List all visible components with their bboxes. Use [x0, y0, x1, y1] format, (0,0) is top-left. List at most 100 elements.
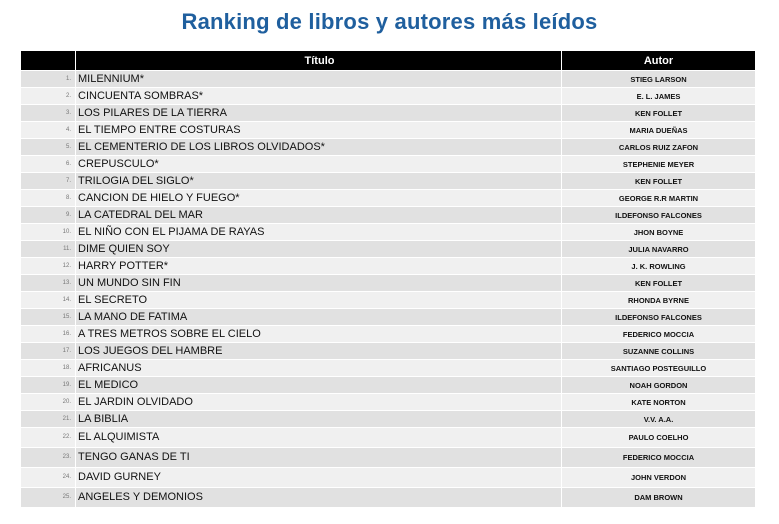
- book-author: RHONDA BYRNE: [561, 291, 756, 309]
- book-author: ILDEFONSO FALCONES: [561, 206, 756, 224]
- table-row: 3. LOS PILARES DE LA TIERRA KEN FOLLET: [20, 104, 756, 122]
- book-title: EL MEDICO: [75, 376, 562, 394]
- table-row: 15. LA MANO DE FATIMA ILDEFONSO FALCONES: [20, 308, 756, 326]
- rank-number: 10.: [20, 223, 76, 241]
- rank-number: 25.: [20, 487, 76, 508]
- rank-number: 5.: [20, 138, 76, 156]
- rank-number: 23.: [20, 447, 76, 468]
- book-author: E. L. JAMES: [561, 87, 756, 105]
- book-title: EL SECRETO: [75, 291, 562, 309]
- rank-number: 14.: [20, 291, 76, 309]
- book-author: FEDERICO MOCCIA: [561, 447, 756, 468]
- rank-number: 19.: [20, 376, 76, 394]
- book-title: DIME QUIEN SOY: [75, 240, 562, 258]
- rank-number: 2.: [20, 87, 76, 105]
- book-author: DAM BROWN: [561, 487, 756, 508]
- table-row: 19. EL MEDICO NOAH GORDON: [20, 376, 756, 394]
- book-author: KATE NORTON: [561, 393, 756, 411]
- table-row: 6. CREPUSCULO* STEPHENIE MEYER: [20, 155, 756, 173]
- book-author: CARLOS RUIZ ZAFON: [561, 138, 756, 156]
- rank-number: 18.: [20, 359, 76, 377]
- book-author: JHON BOYNE: [561, 223, 756, 241]
- rank-number: 7.: [20, 172, 76, 190]
- rank-number: 20.: [20, 393, 76, 411]
- table-row: 24. DAVID GURNEY JOHN VERDON: [20, 467, 756, 488]
- book-author: KEN FOLLET: [561, 172, 756, 190]
- table-row: 18. AFRICANUS SANTIAGO POSTEGUILLO: [20, 359, 756, 377]
- rank-number: 12.: [20, 257, 76, 275]
- book-title: CINCUENTA SOMBRAS*: [75, 87, 562, 105]
- book-title: EL NIÑO CON EL PIJAMA DE RAYAS: [75, 223, 562, 241]
- book-title: TENGO GANAS DE TI: [75, 447, 562, 468]
- ranking-table: Título Autor 1. MILENNIUM* STIEG LARSON 2. C…: [20, 50, 756, 508]
- table-row: 11. DIME QUIEN SOY JULIA NAVARRO: [20, 240, 756, 258]
- book-author: PAULO COELHO: [561, 427, 756, 448]
- table-row: 2. CINCUENTA SOMBRAS* E. L. JAMES: [20, 87, 756, 105]
- book-author: KEN FOLLET: [561, 274, 756, 292]
- book-title: LOS PILARES DE LA TIERRA: [75, 104, 562, 122]
- book-title: EL JARDIN OLVIDADO: [75, 393, 562, 411]
- table-row: 20. EL JARDIN OLVIDADO KATE NORTON: [20, 393, 756, 411]
- book-title: CREPUSCULO*: [75, 155, 562, 173]
- rank-number: 22.: [20, 427, 76, 448]
- table-row: 9. LA CATEDRAL DEL MAR ILDEFONSO FALCONES: [20, 206, 756, 224]
- rank-number: 21.: [20, 410, 76, 428]
- book-author: ILDEFONSO FALCONES: [561, 308, 756, 326]
- table-row: 13. UN MUNDO SIN FIN KEN FOLLET: [20, 274, 756, 292]
- header-titulo: Título: [75, 50, 562, 71]
- book-title: AFRICANUS: [75, 359, 562, 377]
- rank-number: 11.: [20, 240, 76, 258]
- table-row: 1. MILENNIUM* STIEG LARSON: [20, 70, 756, 88]
- book-author: NOAH GORDON: [561, 376, 756, 394]
- rank-number: 9.: [20, 206, 76, 224]
- table-row: 21. LA BIBLIA V.V. A.A.: [20, 410, 756, 428]
- rank-number: 16.: [20, 325, 76, 343]
- rank-number: 24.: [20, 467, 76, 488]
- book-author: SUZANNE COLLINS: [561, 342, 756, 360]
- book-title: MILENNIUM*: [75, 70, 562, 88]
- header-num: [20, 50, 76, 71]
- book-title: A TRES METROS SOBRE EL CIELO: [75, 325, 562, 343]
- book-title: DAVID GURNEY: [75, 467, 562, 488]
- book-author: STEPHENIE MEYER: [561, 155, 756, 173]
- table-row: 17. LOS JUEGOS DEL HAMBRE SUZANNE COLLINS: [20, 342, 756, 360]
- book-author: JOHN VERDON: [561, 467, 756, 488]
- rank-number: 8.: [20, 189, 76, 207]
- rank-number: 1.: [20, 70, 76, 88]
- page-title: Ranking de libros y autores más leídos: [181, 9, 598, 34]
- book-title: ANGELES Y DEMONIOS: [75, 487, 562, 508]
- book-author: STIEG LARSON: [561, 70, 756, 88]
- rank-number: 15.: [20, 308, 76, 326]
- book-author: SANTIAGO POSTEGUILLO: [561, 359, 756, 377]
- rank-number: 13.: [20, 274, 76, 292]
- rank-number: 4.: [20, 121, 76, 139]
- table-row: 5. EL CEMENTERIO DE LOS LIBROS OLVIDADOS*…: [20, 138, 756, 156]
- book-title: EL TIEMPO ENTRE COSTURAS: [75, 121, 562, 139]
- table-row: 16. A TRES METROS SOBRE EL CIELO FEDERICO …: [20, 325, 756, 343]
- book-title: UN MUNDO SIN FIN: [75, 274, 562, 292]
- book-author: J. K. ROWLING: [561, 257, 756, 275]
- book-title: LA MANO DE FATIMA: [75, 308, 562, 326]
- book-author: KEN FOLLET: [561, 104, 756, 122]
- book-title: LA BIBLIA: [75, 410, 562, 428]
- book-title: TRILOGIA DEL SIGLO*: [75, 172, 562, 190]
- rank-number: 17.: [20, 342, 76, 360]
- rank-number: 6.: [20, 155, 76, 173]
- table-row: 23. TENGO GANAS DE TI FEDERICO MOCCIA: [20, 447, 756, 468]
- table-row: 12. HARRY POTTER* J. K. ROWLING: [20, 257, 756, 275]
- table-row: 10. EL NIÑO CON EL PIJAMA DE RAYAS JHON BO…: [20, 223, 756, 241]
- book-author: FEDERICO MOCCIA: [561, 325, 756, 343]
- book-author: JULIA NAVARRO: [561, 240, 756, 258]
- book-title: LOS JUEGOS DEL HAMBRE: [75, 342, 562, 360]
- book-author: GEORGE R.R MARTIN: [561, 189, 756, 207]
- book-title: CANCION DE HIELO Y FUEGO*: [75, 189, 562, 207]
- header-autor: Autor: [561, 50, 756, 71]
- table-row: 4. EL TIEMPO ENTRE COSTURAS MARIA DUEÑAS: [20, 121, 756, 139]
- table-row: 7. TRILOGIA DEL SIGLO* KEN FOLLET: [20, 172, 756, 190]
- book-title: EL ALQUIMISTA: [75, 427, 562, 448]
- rank-number: 3.: [20, 104, 76, 122]
- table-row: 8. CANCION DE HIELO Y FUEGO* GEORGE R.R MA…: [20, 189, 756, 207]
- table-header-row: Título Autor: [20, 50, 756, 71]
- book-title: EL CEMENTERIO DE LOS LIBROS OLVIDADOS*: [75, 138, 562, 156]
- book-title: HARRY POTTER*: [75, 257, 562, 275]
